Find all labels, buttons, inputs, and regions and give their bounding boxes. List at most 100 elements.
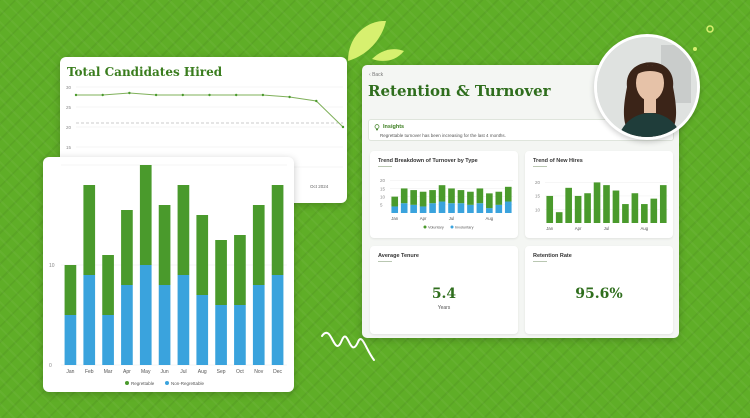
x-tick-label: Jul: [180, 369, 186, 375]
data-point: [341, 125, 345, 129]
bar-non-regrettable: [64, 315, 77, 365]
bar-non-regrettable: [252, 285, 265, 365]
x-tick-label: Jan: [66, 369, 74, 375]
bar-new-hires: [631, 193, 639, 223]
y-tick-label: 20: [535, 180, 541, 185]
legend-label: Involuntary: [455, 226, 474, 230]
y-tick-label: 10: [49, 263, 55, 269]
bar-involuntary: [448, 188, 455, 204]
data-point: [154, 93, 158, 97]
bar-non-regrettable: [196, 295, 209, 365]
legend-label: Regrettable: [131, 381, 155, 386]
bar-voluntary: [410, 204, 417, 213]
x-tick-label: Oct: [236, 369, 244, 375]
bar-involuntary: [476, 188, 484, 204]
bar-non-regrettable: [177, 275, 190, 365]
x-tick-label: Jul: [449, 216, 455, 221]
bar-voluntary: [476, 203, 484, 213]
legend-swatch: [125, 381, 129, 385]
bar-new-hires: [565, 187, 572, 223]
data-point: [181, 93, 184, 97]
y-tick-label: 20: [66, 125, 72, 130]
x-tick-label: Feb: [85, 369, 94, 375]
new-hires-tile[interactable]: Trend of New Hires 20 15 10 Jan Apr Jul Aug: [525, 151, 673, 238]
tile-title: Trend Breakdown of Turnover by Type: [378, 158, 478, 164]
bar-regrettable: [177, 185, 190, 275]
bar-new-hires: [593, 182, 601, 223]
retention-value: 95.6%: [575, 286, 623, 302]
bar-voluntary: [457, 203, 465, 213]
x-tick-label: Nov: [254, 369, 263, 375]
data-point: [101, 93, 104, 97]
bar-non-regrettable: [234, 305, 246, 365]
bar-non-regrettable: [215, 305, 227, 365]
bar-new-hires: [574, 195, 582, 223]
bar-voluntary: [486, 208, 493, 213]
insights-panel: Insights Regrettable turnover has been i…: [368, 119, 674, 141]
tile-title: Average Tenure: [378, 253, 419, 259]
bar-new-hires: [612, 190, 620, 223]
bar-new-hires: [622, 204, 629, 223]
x-tick-label: Apr: [123, 369, 131, 375]
x-tick-label: May: [141, 369, 151, 375]
squiggle-decoration: [321, 332, 375, 361]
average-tenure-tile[interactable]: Average Tenure 5.4 Years: [370, 246, 518, 334]
retention-rate-tile[interactable]: Retention Rate 95.6%: [525, 246, 673, 334]
x-tick-label: Dec: [273, 369, 282, 375]
bar-involuntary: [467, 191, 474, 205]
sparkle-decoration: [693, 25, 714, 51]
data-point: [261, 93, 265, 97]
tile-title: Trend of New Hires: [533, 158, 583, 164]
x-tick-label: Aug: [641, 226, 649, 231]
x-tick-label: Aug: [486, 216, 494, 221]
data-point: [315, 99, 318, 103]
tile-title: Retention Rate: [533, 253, 572, 259]
bar-new-hires: [555, 212, 563, 223]
tenure-unit: Years: [437, 305, 451, 311]
bar-new-hires: [603, 185, 610, 223]
bar-voluntary: [438, 201, 446, 213]
legend-swatch: [450, 225, 454, 229]
page-title: Retention & Turnover: [368, 82, 551, 100]
bar-regrettable: [139, 165, 152, 265]
bar-non-regrettable: [102, 315, 114, 365]
monthly-bar-chart: 0 10 Jan Feb Mar Apr May Jun Jul Aug Sep Oct Nov Dec R…: [49, 164, 287, 386]
turnover-type-chart: 20 15 10 5 Jan Apr Jul Aug Voluntary Involuntary: [380, 178, 513, 230]
bar-voluntary: [448, 203, 455, 213]
bar-voluntary: [504, 201, 512, 213]
data-point: [235, 93, 238, 97]
y-tick-label: 10: [380, 194, 386, 199]
x-tick-label: Jul: [604, 226, 610, 231]
bar-non-regrettable: [139, 265, 152, 365]
bar-new-hires: [650, 198, 658, 223]
bar-new-hires: [641, 204, 648, 223]
bar-non-regrettable: [83, 275, 96, 365]
bar-new-hires: [659, 185, 667, 223]
bar-involuntary: [391, 196, 399, 207]
legend-swatch: [165, 381, 169, 385]
data-point: [208, 93, 211, 97]
back-link[interactable]: ‹ Back: [369, 72, 384, 78]
data-point: [74, 93, 78, 97]
legend-swatch: [423, 225, 427, 229]
x-tick-label: Jan: [546, 226, 554, 231]
bar-regrettable: [83, 185, 96, 275]
x-tick-label: Jun: [161, 369, 169, 375]
bar-involuntary: [504, 186, 512, 202]
bar-new-hires: [546, 195, 554, 223]
bar-voluntary: [467, 204, 474, 213]
x-tick-label: Jan: [391, 216, 399, 221]
leaf-decoration: [348, 20, 404, 61]
bar-regrettable: [64, 265, 77, 315]
y-tick-label: 20: [380, 178, 386, 183]
card-title: Total Candidates Hired: [67, 65, 223, 79]
insights-text: Regrettable turnover has been increasing…: [380, 133, 506, 138]
x-tick-label: Oct 2024: [310, 184, 329, 189]
turnover-by-type-tile[interactable]: Trend Breakdown of Turnover by Type 20 15…: [370, 151, 518, 238]
bar-voluntary: [429, 203, 436, 213]
bar-involuntary: [410, 190, 417, 205]
bar-regrettable: [215, 240, 227, 305]
y-tick-label: 10: [535, 207, 541, 212]
x-tick-label: Apr: [575, 226, 582, 231]
x-tick-label: Mar: [104, 369, 113, 375]
